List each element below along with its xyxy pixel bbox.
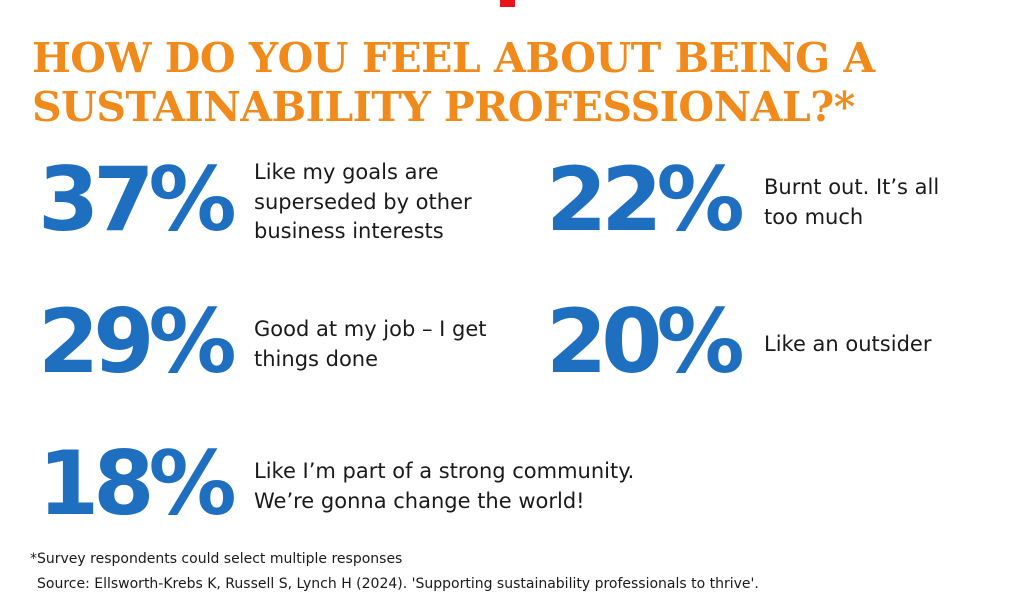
stat-description-line: Like I’m part of a strong community. <box>254 459 635 483</box>
stat-description: Burnt out. It’s all too much <box>764 173 939 232</box>
stat-description-line: Good at my job – I get <box>254 317 487 341</box>
stat-description-line: Like an outsider <box>764 332 932 356</box>
stat-percent: 29% <box>38 290 237 393</box>
stat-description: Like my goals are superseded by other bu… <box>254 158 472 247</box>
stat-description: Like I’m part of a strong community. We’… <box>254 457 634 516</box>
footnote: *Survey respondents could select multipl… <box>30 551 403 567</box>
stat-percent: 22% <box>546 148 745 251</box>
title-line-1: HOW DO YOU FEEL ABOUT BEING A <box>32 34 875 82</box>
source-citation: Source: Ellsworth-Krebs K, Russell S, Ly… <box>37 576 759 592</box>
stat-description: Like an outsider <box>764 330 931 360</box>
stat-description-line: too much <box>764 204 864 229</box>
stat-description: Good at my job – I get things done <box>254 315 487 374</box>
stat-percent: 37% <box>38 148 237 251</box>
stat-percent: 20% <box>546 290 745 393</box>
stat-description-line: things done <box>254 346 379 371</box>
stat-percent: 18% <box>38 432 237 535</box>
title-line-2: SUSTAINABILITY PROFESSIONAL?* <box>32 83 855 131</box>
stat-description-line: Burnt out. It’s all <box>764 175 940 199</box>
page-title: HOW DO YOU FEEL ABOUT BEING A SUSTAINABI… <box>32 34 992 132</box>
stat-description-line: business interests <box>254 219 444 243</box>
stat-description-line: Like my goals are <box>254 160 439 184</box>
stat-description-line: We’re gonna change the world! <box>254 488 585 513</box>
top-red-marker <box>500 0 515 7</box>
stat-description-line: superseded by other <box>254 189 472 214</box>
